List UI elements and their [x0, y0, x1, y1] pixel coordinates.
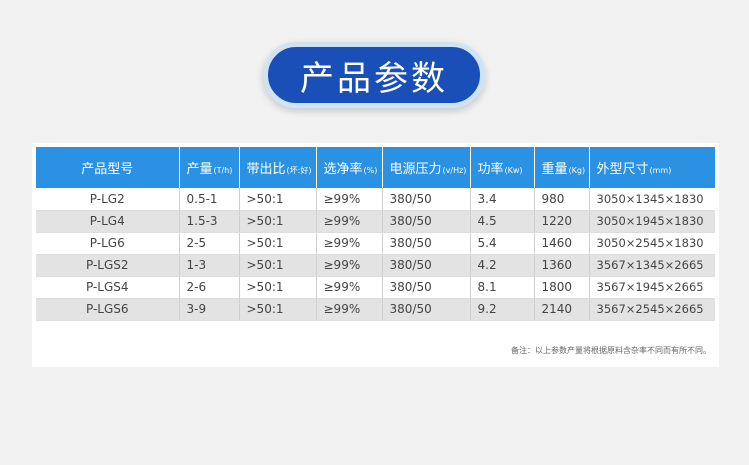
column-header-label: 产量: [186, 162, 213, 177]
table-cell: ≥99%: [316, 276, 383, 299]
table-cell: 3050×1345×1830: [589, 188, 715, 211]
table-cell: 380/50: [382, 254, 471, 277]
table-cell: 3567×1345×2665: [589, 254, 715, 277]
table-cell: 380/50: [382, 210, 471, 233]
table-cell: 980: [534, 188, 590, 211]
column-header-unit: (T/h): [213, 166, 233, 175]
table-cell: 1220: [534, 210, 590, 233]
table-row: P-LGS6 3-9 >50:1 ≥99% 380/50 9.2 2140 3567×2545…: [36, 298, 715, 321]
table-cell: 8.1: [470, 276, 535, 299]
table-cell: P-LG2: [36, 188, 180, 211]
table-cell: 2-6: [179, 276, 240, 299]
table-cell: 380/50: [382, 232, 471, 255]
table-cell: 1.5-3: [179, 210, 240, 233]
table-cell: P-LGS4: [36, 276, 180, 299]
table-cell: 3567×2545×2665: [589, 298, 715, 321]
column-header: 产品型号: [36, 147, 180, 188]
table-cell: ≥99%: [316, 298, 383, 321]
table-cell: 1800: [534, 276, 590, 299]
table-cell: P-LGS6: [36, 298, 180, 321]
column-header-label: 电源压力: [389, 162, 442, 177]
column-header-unit: (Kw): [504, 166, 523, 175]
table-cell: 3-9: [179, 298, 240, 321]
column-header-label: 选净率: [323, 162, 363, 177]
table-row: P-LG6 2-5 >50:1 ≥99% 380/50 5.4 1460 3050×2545×…: [36, 232, 715, 255]
table-row: P-LGS2 1-3 >50:1 ≥99% 380/50 4.2 1360 3567×1345…: [36, 254, 715, 277]
table-row: P-LG2 0.5-1 >50:1 ≥99% 380/50 3.4 980 3050×1345…: [36, 188, 715, 211]
table-cell: 380/50: [382, 276, 471, 299]
table-cell: 1360: [534, 254, 590, 277]
table-cell: >50:1: [239, 298, 317, 321]
column-header-unit: (Kg): [568, 166, 586, 175]
column-header-unit: (mm): [649, 166, 672, 175]
table-cell: 380/50: [382, 298, 471, 321]
table-row: P-LG4 1.5-3 >50:1 ≥99% 380/50 4.5 1220 3050×194…: [36, 210, 715, 233]
column-header-label: 重量: [541, 162, 568, 177]
table-cell: 2140: [534, 298, 590, 321]
column-header: 带出比(坏:好): [239, 147, 317, 188]
column-header-unit: (v/Hz): [442, 166, 467, 175]
column-header: 产量(T/h): [179, 147, 240, 188]
table-cell: >50:1: [239, 276, 317, 299]
table-cell: ≥99%: [316, 232, 383, 255]
column-header-unit: (%): [363, 166, 378, 175]
table-cell: 5.4: [470, 232, 535, 255]
table-cell: 9.2: [470, 298, 535, 321]
table-cell: 4.5: [470, 210, 535, 233]
table-cell: 3.4: [470, 188, 535, 211]
table-cell: 380/50: [382, 188, 471, 211]
table-cell: 3050×1945×1830: [589, 210, 715, 233]
table-cell: ≥99%: [316, 254, 383, 277]
table-cell: 1460: [534, 232, 590, 255]
table-cell: 0.5-1: [179, 188, 240, 211]
table-cell: >50:1: [239, 232, 317, 255]
column-header-label: 外型尺寸: [596, 162, 649, 177]
column-header: 功率(Kw): [470, 147, 535, 188]
table-cell: 1-3: [179, 254, 240, 277]
table-body: P-LG2 0.5-1 >50:1 ≥99% 380/50 3.4 980 3050×1345…: [36, 188, 715, 321]
table-cell: 3050×2545×1830: [589, 232, 715, 255]
column-header-label: 产品型号: [81, 162, 134, 177]
table-cell: P-LG4: [36, 210, 180, 233]
table-cell: 4.2: [470, 254, 535, 277]
column-header-label: 带出比: [246, 162, 286, 177]
page-title: 产品参数: [263, 42, 485, 108]
table-cell: >50:1: [239, 254, 317, 277]
table-cell: >50:1: [239, 210, 317, 233]
spec-table: 产品型号 产量(T/h) 带出比(坏:好) 选净率(%) 电源压力(v/Hz) 功率(Kw…: [36, 147, 715, 321]
footnote: 备注：以上参数产量将根据原料含杂率不同而有所不同。: [511, 346, 711, 355]
column-header-unit: (坏:好): [286, 166, 312, 175]
table-cell: P-LGS2: [36, 254, 180, 277]
table-cell: >50:1: [239, 188, 317, 211]
column-header: 选净率(%): [316, 147, 383, 188]
column-header: 外型尺寸(mm): [589, 147, 715, 188]
column-header-label: 功率: [477, 162, 504, 177]
table-cell: P-LG6: [36, 232, 180, 255]
table-header-row: 产品型号 产量(T/h) 带出比(坏:好) 选净率(%) 电源压力(v/Hz) 功率(Kw…: [36, 147, 715, 188]
spec-card: 产品型号 产量(T/h) 带出比(坏:好) 选净率(%) 电源压力(v/Hz) 功率(Kw…: [32, 143, 719, 367]
table-row: P-LGS4 2-6 >50:1 ≥99% 380/50 8.1 1800 3567×1945…: [36, 276, 715, 299]
column-header: 重量(Kg): [534, 147, 590, 188]
table-cell: 2-5: [179, 232, 240, 255]
table-cell: ≥99%: [316, 210, 383, 233]
table-cell: ≥99%: [316, 188, 383, 211]
column-header: 电源压力(v/Hz): [382, 147, 471, 188]
table-cell: 3567×1945×2665: [589, 276, 715, 299]
